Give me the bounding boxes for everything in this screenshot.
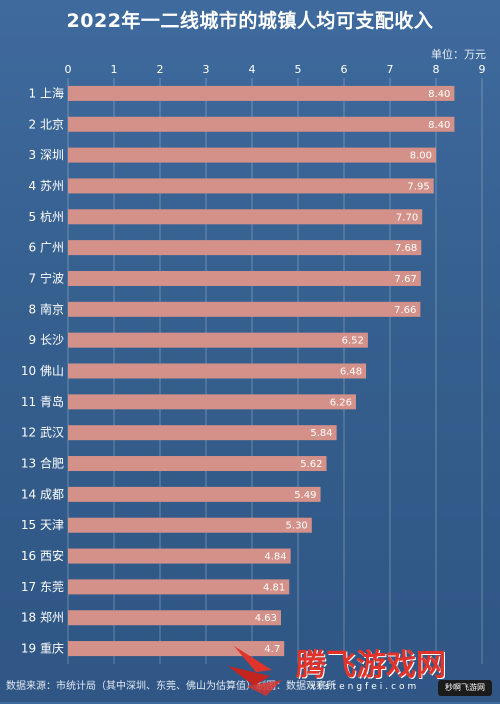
bar [68, 332, 368, 348]
bar [68, 517, 312, 533]
category-label: 2 北京 [29, 117, 64, 131]
value-label: 6.52 [342, 336, 364, 347]
bar [68, 147, 436, 163]
chart-credit: 制图：数据观察所 [256, 681, 336, 692]
category-label: 14 成都 [21, 487, 64, 501]
x-tick-label: 5 [295, 63, 302, 76]
value-label: 8.40 [428, 120, 450, 131]
category-label: 11 青岛 [21, 394, 64, 409]
value-label: 7.67 [395, 274, 417, 285]
x-tick-label: 7 [387, 63, 394, 76]
value-label: 8.40 [428, 89, 450, 100]
bar [68, 641, 285, 657]
value-label: 7.95 [407, 181, 429, 192]
value-label: 5.84 [310, 428, 332, 439]
value-label: 7.66 [394, 305, 416, 316]
value-label: 4.7 [264, 644, 280, 655]
category-label: 19 重庆 [21, 642, 64, 656]
bar [68, 486, 321, 502]
bar [68, 394, 356, 410]
category-label: 13 合肥 [21, 456, 64, 471]
value-label: 6.26 [330, 397, 352, 408]
value-label: 7.70 [396, 212, 418, 223]
category-label: 9 长沙 [29, 333, 64, 347]
x-tick-label: 3 [203, 63, 210, 76]
bar [68, 425, 337, 441]
bar [68, 610, 281, 626]
category-label: 8 南京 [29, 301, 64, 316]
category-label: 1 上海 [29, 85, 64, 100]
value-label: 4.84 [264, 552, 286, 563]
bar [68, 270, 421, 286]
x-tick-label: 9 [479, 63, 486, 76]
category-label: 17 东莞 [21, 580, 64, 594]
value-label: 5.62 [300, 459, 322, 470]
category-label: 12 武汉 [21, 426, 64, 440]
bar [68, 116, 455, 132]
bar [68, 85, 455, 101]
x-tick-label: 0 [65, 63, 72, 76]
category-label: 6 广州 [29, 241, 64, 255]
category-label: 10 佛山 [21, 364, 64, 378]
watermark-url: xtstengfei.com [310, 682, 420, 692]
x-tick-label: 2 [157, 63, 164, 76]
watermark: 腾飞游戏网 xtstengfei.com 秒啊飞游网 [226, 636, 496, 700]
x-tick-label: 6 [341, 63, 348, 76]
x-tick-label: 1 [111, 63, 118, 76]
watermark-logo-icon [228, 646, 282, 696]
category-label: 3 深圳 [29, 148, 64, 162]
category-label: 4 苏州 [29, 179, 64, 193]
x-tick-label: 4 [249, 63, 256, 76]
bar [68, 178, 434, 194]
watermark-text: 腾飞游戏网 [296, 648, 446, 683]
value-label: 6.48 [340, 367, 362, 378]
chart-title: 2022年一二线城市的城镇人均可支配收入 [66, 10, 434, 32]
category-label: 7 宁波 [29, 270, 64, 285]
bar [68, 240, 422, 256]
bar [68, 301, 421, 317]
value-label: 4.81 [263, 582, 285, 593]
bar [68, 579, 290, 595]
category-label: 5 杭州 [29, 209, 64, 224]
bar [68, 209, 423, 225]
category-label: 15 天津 [21, 518, 64, 532]
category-label: 18 郑州 [21, 610, 64, 625]
x-tick-label: 8 [433, 63, 440, 76]
value-label: 7.68 [395, 243, 417, 254]
bar [68, 363, 367, 379]
data-source: 数据来源：市统计局（其中深圳、东莞、佛山为估算值） [6, 681, 256, 692]
category-label: 16 西安 [21, 548, 64, 563]
value-label: 8.00 [410, 151, 432, 162]
value-label: 4.63 [255, 613, 277, 624]
watermark-badge: 秒啊飞游网 [438, 680, 492, 696]
value-label: 5.49 [294, 490, 316, 501]
unit-label: 单位：万元 [431, 48, 486, 61]
value-label: 5.30 [286, 521, 308, 532]
bar [68, 548, 291, 564]
bar [68, 456, 327, 472]
